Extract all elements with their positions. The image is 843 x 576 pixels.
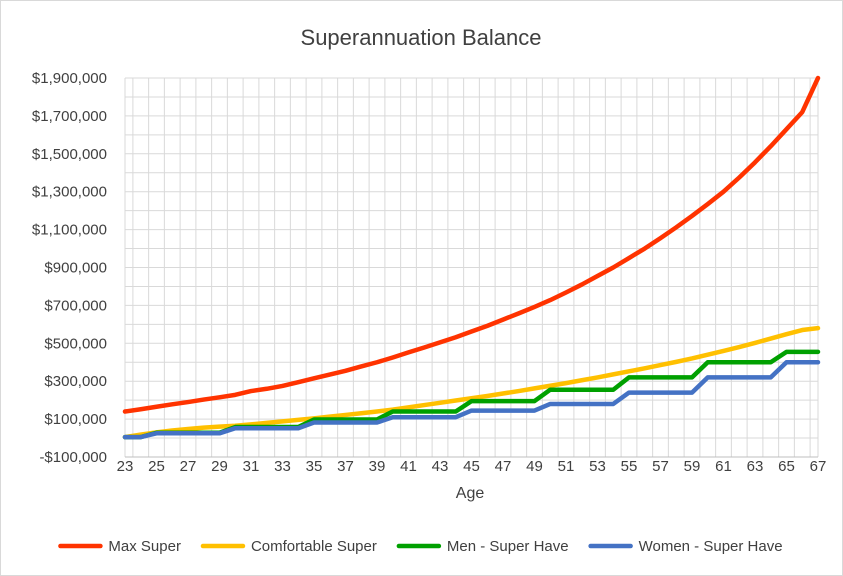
y-tick-label: $1,900,000 [32,70,107,87]
legend: Max Super Comfortable Super Men - Super Ha… [58,538,783,555]
x-tick-label: 59 [684,458,701,475]
x-tick-label: 27 [180,458,197,475]
x-tick-label: 37 [337,458,354,475]
x-tick-label: 63 [747,458,764,475]
x-tick-label: 51 [558,458,575,475]
x-tick-label: 25 [148,458,165,475]
x-tick-label: 39 [369,458,386,475]
y-tick-label: $1,500,000 [32,146,107,163]
x-tick-label: 45 [463,458,480,475]
axis-layer: -$100,000 $100,000 $300,000 $500,000 $700,00… [32,70,826,475]
series-line-2 [122,325,821,440]
y-tick-label: $300,000 [44,373,107,390]
legend-item: Max Super [58,538,181,555]
x-tick-label: 41 [400,458,417,475]
series-line-4 [122,360,821,440]
y-tick-label: $900,000 [44,260,107,277]
x-tick-label: 31 [243,458,260,475]
y-tick-label: $1,100,000 [32,222,107,239]
y-tick-label: $1,300,000 [32,184,107,201]
legend-item: Men - Super Have [396,538,569,555]
x-axis-title: Age [456,485,485,502]
series-layer [122,75,821,440]
legend-label: Max Super [108,538,181,555]
legend-label: Men - Super Have [447,538,569,555]
y-tick-label: $500,000 [44,335,107,352]
x-tick-label: 29 [211,458,228,475]
x-tick-label: 47 [495,458,512,475]
x-tick-label: 67 [810,458,827,475]
chart-title: Superannuation Balance [301,25,542,50]
x-tick-label: 55 [621,458,638,475]
y-tick-label: $100,000 [44,411,107,428]
legend-label: Women - Super Have [639,538,783,555]
x-tick-label: 53 [589,458,606,475]
y-tick-label: -$100,000 [39,449,107,466]
x-tick-label: 57 [652,458,669,475]
x-tick-label: 33 [274,458,291,475]
legend-item: Comfortable Super [200,538,377,555]
legend-item: Women - Super Have [588,538,783,555]
x-tick-label: 23 [117,458,134,475]
x-tick-label: 61 [715,458,732,475]
y-tick-label: $700,000 [44,297,107,314]
x-tick-label: 49 [526,458,543,475]
legend-label: Comfortable Super [251,538,377,555]
y-tick-label: $1,700,000 [32,108,107,125]
series-line-1 [122,75,821,414]
x-tick-label: 43 [432,458,449,475]
x-tick-label: 65 [778,458,795,475]
x-tick-label: 35 [306,458,323,475]
